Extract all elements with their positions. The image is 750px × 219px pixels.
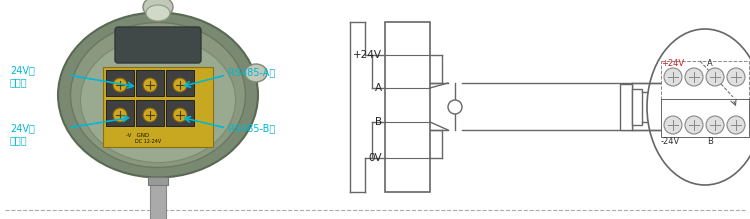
Ellipse shape bbox=[146, 5, 170, 21]
Text: A: A bbox=[375, 83, 382, 93]
Text: 24V电: 24V电 bbox=[10, 65, 34, 75]
FancyBboxPatch shape bbox=[115, 27, 201, 63]
Text: 0V: 0V bbox=[368, 153, 382, 163]
Circle shape bbox=[664, 116, 682, 134]
Circle shape bbox=[143, 78, 157, 92]
Circle shape bbox=[706, 68, 724, 86]
Ellipse shape bbox=[70, 23, 245, 168]
Text: B: B bbox=[707, 138, 712, 147]
Text: 24V电: 24V电 bbox=[10, 123, 34, 133]
Circle shape bbox=[143, 108, 157, 122]
Bar bbox=[136, 100, 164, 126]
Circle shape bbox=[685, 68, 703, 86]
Text: A: A bbox=[707, 58, 712, 67]
Text: RS485-B极: RS485-B极 bbox=[228, 123, 275, 133]
Bar bbox=[620, 84, 632, 130]
Bar bbox=[166, 100, 194, 126]
Bar bbox=[136, 70, 164, 96]
Text: 源负极: 源负极 bbox=[10, 135, 28, 145]
Circle shape bbox=[113, 78, 127, 92]
Bar bbox=[632, 89, 642, 125]
Text: +24V: +24V bbox=[353, 50, 382, 60]
Ellipse shape bbox=[647, 29, 750, 185]
Bar bbox=[106, 100, 134, 126]
Bar bbox=[150, 180, 166, 219]
Bar bbox=[385, 22, 430, 192]
Text: -24V: -24V bbox=[661, 138, 680, 147]
Ellipse shape bbox=[245, 64, 267, 82]
Bar bbox=[148, 177, 168, 185]
Bar bbox=[661, 61, 749, 116]
Ellipse shape bbox=[143, 0, 173, 18]
Circle shape bbox=[173, 108, 187, 122]
Text: -V   GND: -V GND bbox=[126, 133, 149, 138]
Ellipse shape bbox=[58, 12, 258, 178]
Text: +24V: +24V bbox=[661, 58, 684, 67]
Text: B: B bbox=[375, 117, 382, 127]
Text: DC 12-24V: DC 12-24V bbox=[135, 139, 161, 144]
Circle shape bbox=[113, 108, 127, 122]
Ellipse shape bbox=[80, 37, 236, 162]
Circle shape bbox=[685, 116, 703, 134]
Text: 源正极: 源正极 bbox=[10, 77, 28, 87]
Circle shape bbox=[727, 116, 745, 134]
Circle shape bbox=[706, 116, 724, 134]
Bar bbox=[106, 70, 134, 96]
Bar bbox=[661, 99, 749, 137]
Circle shape bbox=[448, 100, 462, 114]
Text: RS485-A极: RS485-A极 bbox=[228, 67, 275, 77]
Circle shape bbox=[173, 78, 187, 92]
Circle shape bbox=[664, 68, 682, 86]
Circle shape bbox=[727, 68, 745, 86]
Bar bbox=[103, 67, 213, 147]
Bar bbox=[166, 70, 194, 96]
